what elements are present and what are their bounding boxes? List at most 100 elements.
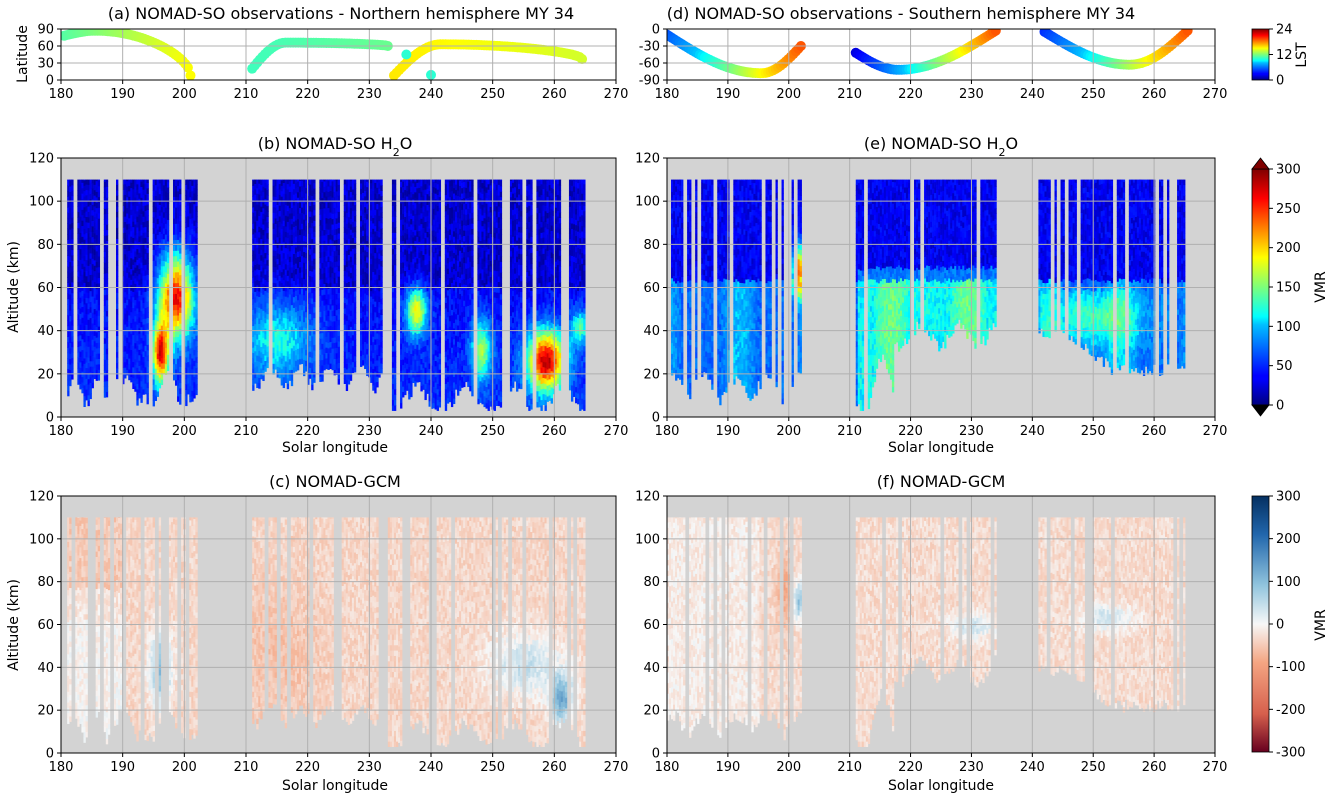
heatmap-cell [156, 223, 160, 230]
heatmap-cell [136, 183, 139, 190]
heatmap-cell [327, 213, 330, 219]
heatmap-cell [89, 285, 92, 292]
heatmap-cell [374, 236, 377, 243]
heatmap-cell [351, 280, 355, 287]
heatmap-cell [85, 248, 88, 255]
heatmap-cell [404, 184, 407, 191]
heatmap-cell [335, 315, 338, 321]
heatmap-cell [412, 215, 415, 222]
heatmap-cell [138, 179, 141, 183]
heatmap-cell [360, 210, 363, 216]
heatmap-cell [124, 237, 127, 244]
heatmap-cell [400, 397, 403, 404]
heatmap-cell [343, 232, 347, 239]
heatmap-cell [309, 335, 312, 342]
heatmap-cell [175, 223, 178, 230]
heatmap-cell [142, 378, 145, 384]
heatmap-cell [264, 193, 267, 200]
heatmap-cell [420, 320, 423, 327]
heatmap-cell [144, 232, 147, 238]
heatmap-cell [286, 313, 290, 320]
heatmap-cell [126, 191, 129, 198]
heatmap-cell [305, 360, 308, 367]
heatmap-cell [164, 272, 168, 278]
heatmap-cell [303, 197, 306, 204]
heatmap-cell [71, 336, 74, 342]
heatmap-cell [362, 246, 365, 253]
heatmap-cell [132, 302, 135, 309]
heatmap-cell [195, 227, 198, 234]
heatmap-cell [410, 197, 413, 203]
heatmap-cell [360, 237, 363, 243]
heatmap-cell [128, 261, 131, 267]
observation-point [185, 70, 196, 80]
heatmap-cell [420, 310, 423, 316]
heatmap-cell [351, 345, 355, 352]
heatmap-cell [272, 352, 275, 359]
heatmap-cell [329, 185, 332, 191]
heatmap-cell [189, 342, 192, 349]
heatmap-cell [307, 276, 310, 283]
heatmap-cell [91, 290, 94, 297]
colorbar-tick-label: 100 [1276, 575, 1301, 590]
heatmap-cell [79, 210, 82, 217]
heatmap-cell [353, 183, 357, 189]
heatmap-cell [408, 226, 411, 233]
heatmap-cell [164, 212, 168, 219]
heatmap-cell [278, 194, 281, 201]
heatmap-cell [420, 234, 423, 241]
heatmap-cell [103, 364, 107, 371]
heatmap-cell [280, 368, 283, 375]
heatmap-cell [83, 298, 86, 305]
heatmap-cell [130, 306, 133, 313]
heatmap-cell [262, 272, 265, 279]
heatmap-cell [311, 206, 314, 213]
heatmap-cell [116, 362, 119, 369]
heatmap-cell [393, 372, 397, 379]
heatmap-cell [286, 307, 290, 314]
y-tick-label: -30 [639, 40, 660, 55]
heatmap-cell [177, 379, 180, 386]
heatmap-cell [91, 204, 94, 211]
heatmap-cell [278, 232, 281, 239]
heatmap-cell [298, 240, 302, 246]
heatmap-cell [146, 344, 149, 351]
heatmap-cell [130, 290, 133, 297]
heatmap-cell [412, 285, 415, 292]
heatmap-cell [412, 312, 415, 319]
heatmap-cell [416, 182, 419, 189]
heatmap-cell [294, 279, 298, 286]
heatmap-cell [166, 230, 170, 237]
heatmap-cell [266, 265, 269, 271]
heatmap-cell [93, 308, 96, 315]
heatmap-cell [294, 220, 298, 226]
heatmap-cell [116, 351, 119, 358]
heatmap-cell [345, 369, 349, 375]
heatmap-cell [366, 321, 369, 328]
heatmap-cell [420, 277, 423, 284]
heatmap-cell [420, 369, 423, 376]
heatmap-cell [274, 250, 277, 257]
heatmap-cell [345, 212, 349, 219]
heatmap-cell [160, 195, 164, 202]
heatmap-cell [105, 343, 109, 349]
heatmap-cell [331, 180, 334, 187]
heatmap-cell [152, 184, 155, 191]
heatmap-cell [303, 364, 306, 371]
heatmap-cell [254, 221, 257, 228]
heatmap-cell [256, 349, 259, 356]
heatmap-cell [89, 209, 92, 216]
heatmap-cell [325, 282, 328, 289]
heatmap-cell [305, 225, 308, 232]
heatmap-cell [391, 270, 395, 277]
heatmap-cell [307, 346, 310, 353]
heatmap-cell [87, 351, 90, 358]
heatmap-cell [87, 378, 90, 385]
heatmap-cell [93, 319, 96, 326]
heatmap-cell [128, 293, 131, 300]
heatmap-cell [416, 179, 419, 183]
heatmap-cell [292, 269, 296, 276]
heatmap-cell [337, 368, 340, 374]
heatmap-cell [292, 307, 296, 314]
